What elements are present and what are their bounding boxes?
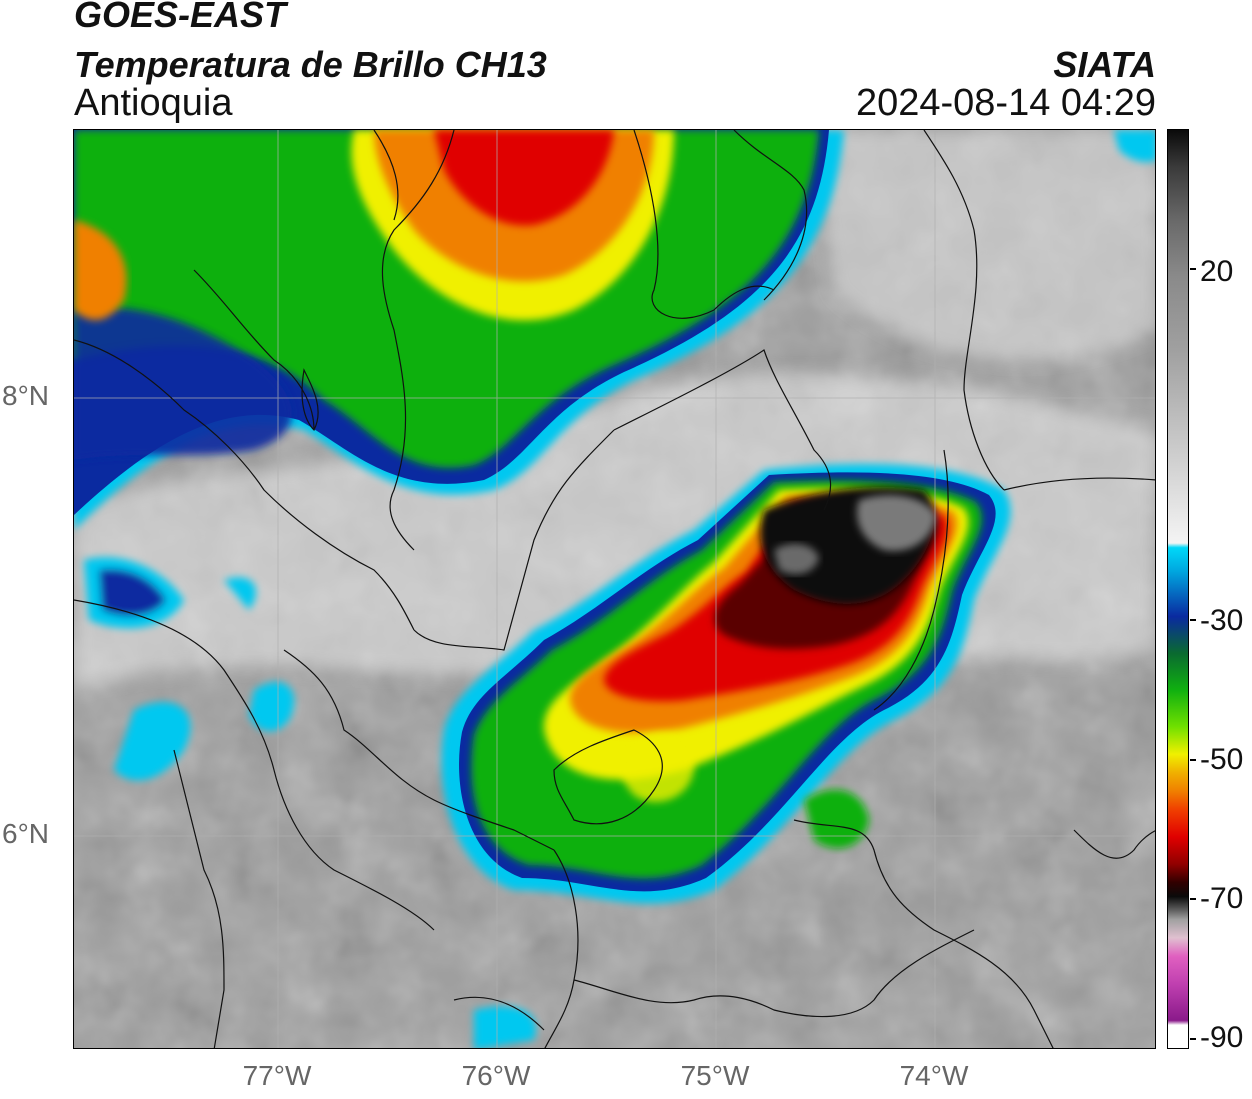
admin-borders bbox=[74, 130, 1155, 1048]
graticule bbox=[74, 130, 1155, 1048]
colorbar-label-minus30: -30 bbox=[1200, 604, 1244, 637]
colorbar-label-minus90: -90 bbox=[1200, 1021, 1244, 1054]
satellite-map[interactable] bbox=[73, 129, 1156, 1049]
lon-label-76w: 76°W bbox=[461, 1060, 531, 1091]
satellite-title: GOES-EAST bbox=[74, 0, 287, 35]
small-cells bbox=[84, 130, 1155, 1048]
region-label: Antioquia bbox=[74, 82, 233, 124]
lon-label-74w: 74°W bbox=[899, 1060, 969, 1091]
product-title: Temperatura de Brillo CH13 bbox=[74, 44, 547, 85]
lat-label-8n: 8°N bbox=[2, 380, 49, 411]
colorbar bbox=[1167, 129, 1189, 1049]
map-imagery bbox=[74, 130, 1155, 1048]
lat-label-6n: 6°N bbox=[2, 818, 49, 849]
agency-label: SIATA bbox=[1053, 44, 1156, 85]
lon-label-75w: 75°W bbox=[680, 1060, 750, 1091]
lon-label-77w: 77°W bbox=[242, 1060, 312, 1091]
colorbar-label-minus50: -50 bbox=[1200, 743, 1244, 776]
northern-storm bbox=[74, 130, 844, 530]
timestamp-label: 2024-08-14 04:29 bbox=[855, 82, 1156, 124]
colorbar-label-minus70: -70 bbox=[1200, 882, 1244, 915]
colorbar-label-20: 20 bbox=[1200, 255, 1234, 288]
central-storm bbox=[441, 464, 1011, 904]
